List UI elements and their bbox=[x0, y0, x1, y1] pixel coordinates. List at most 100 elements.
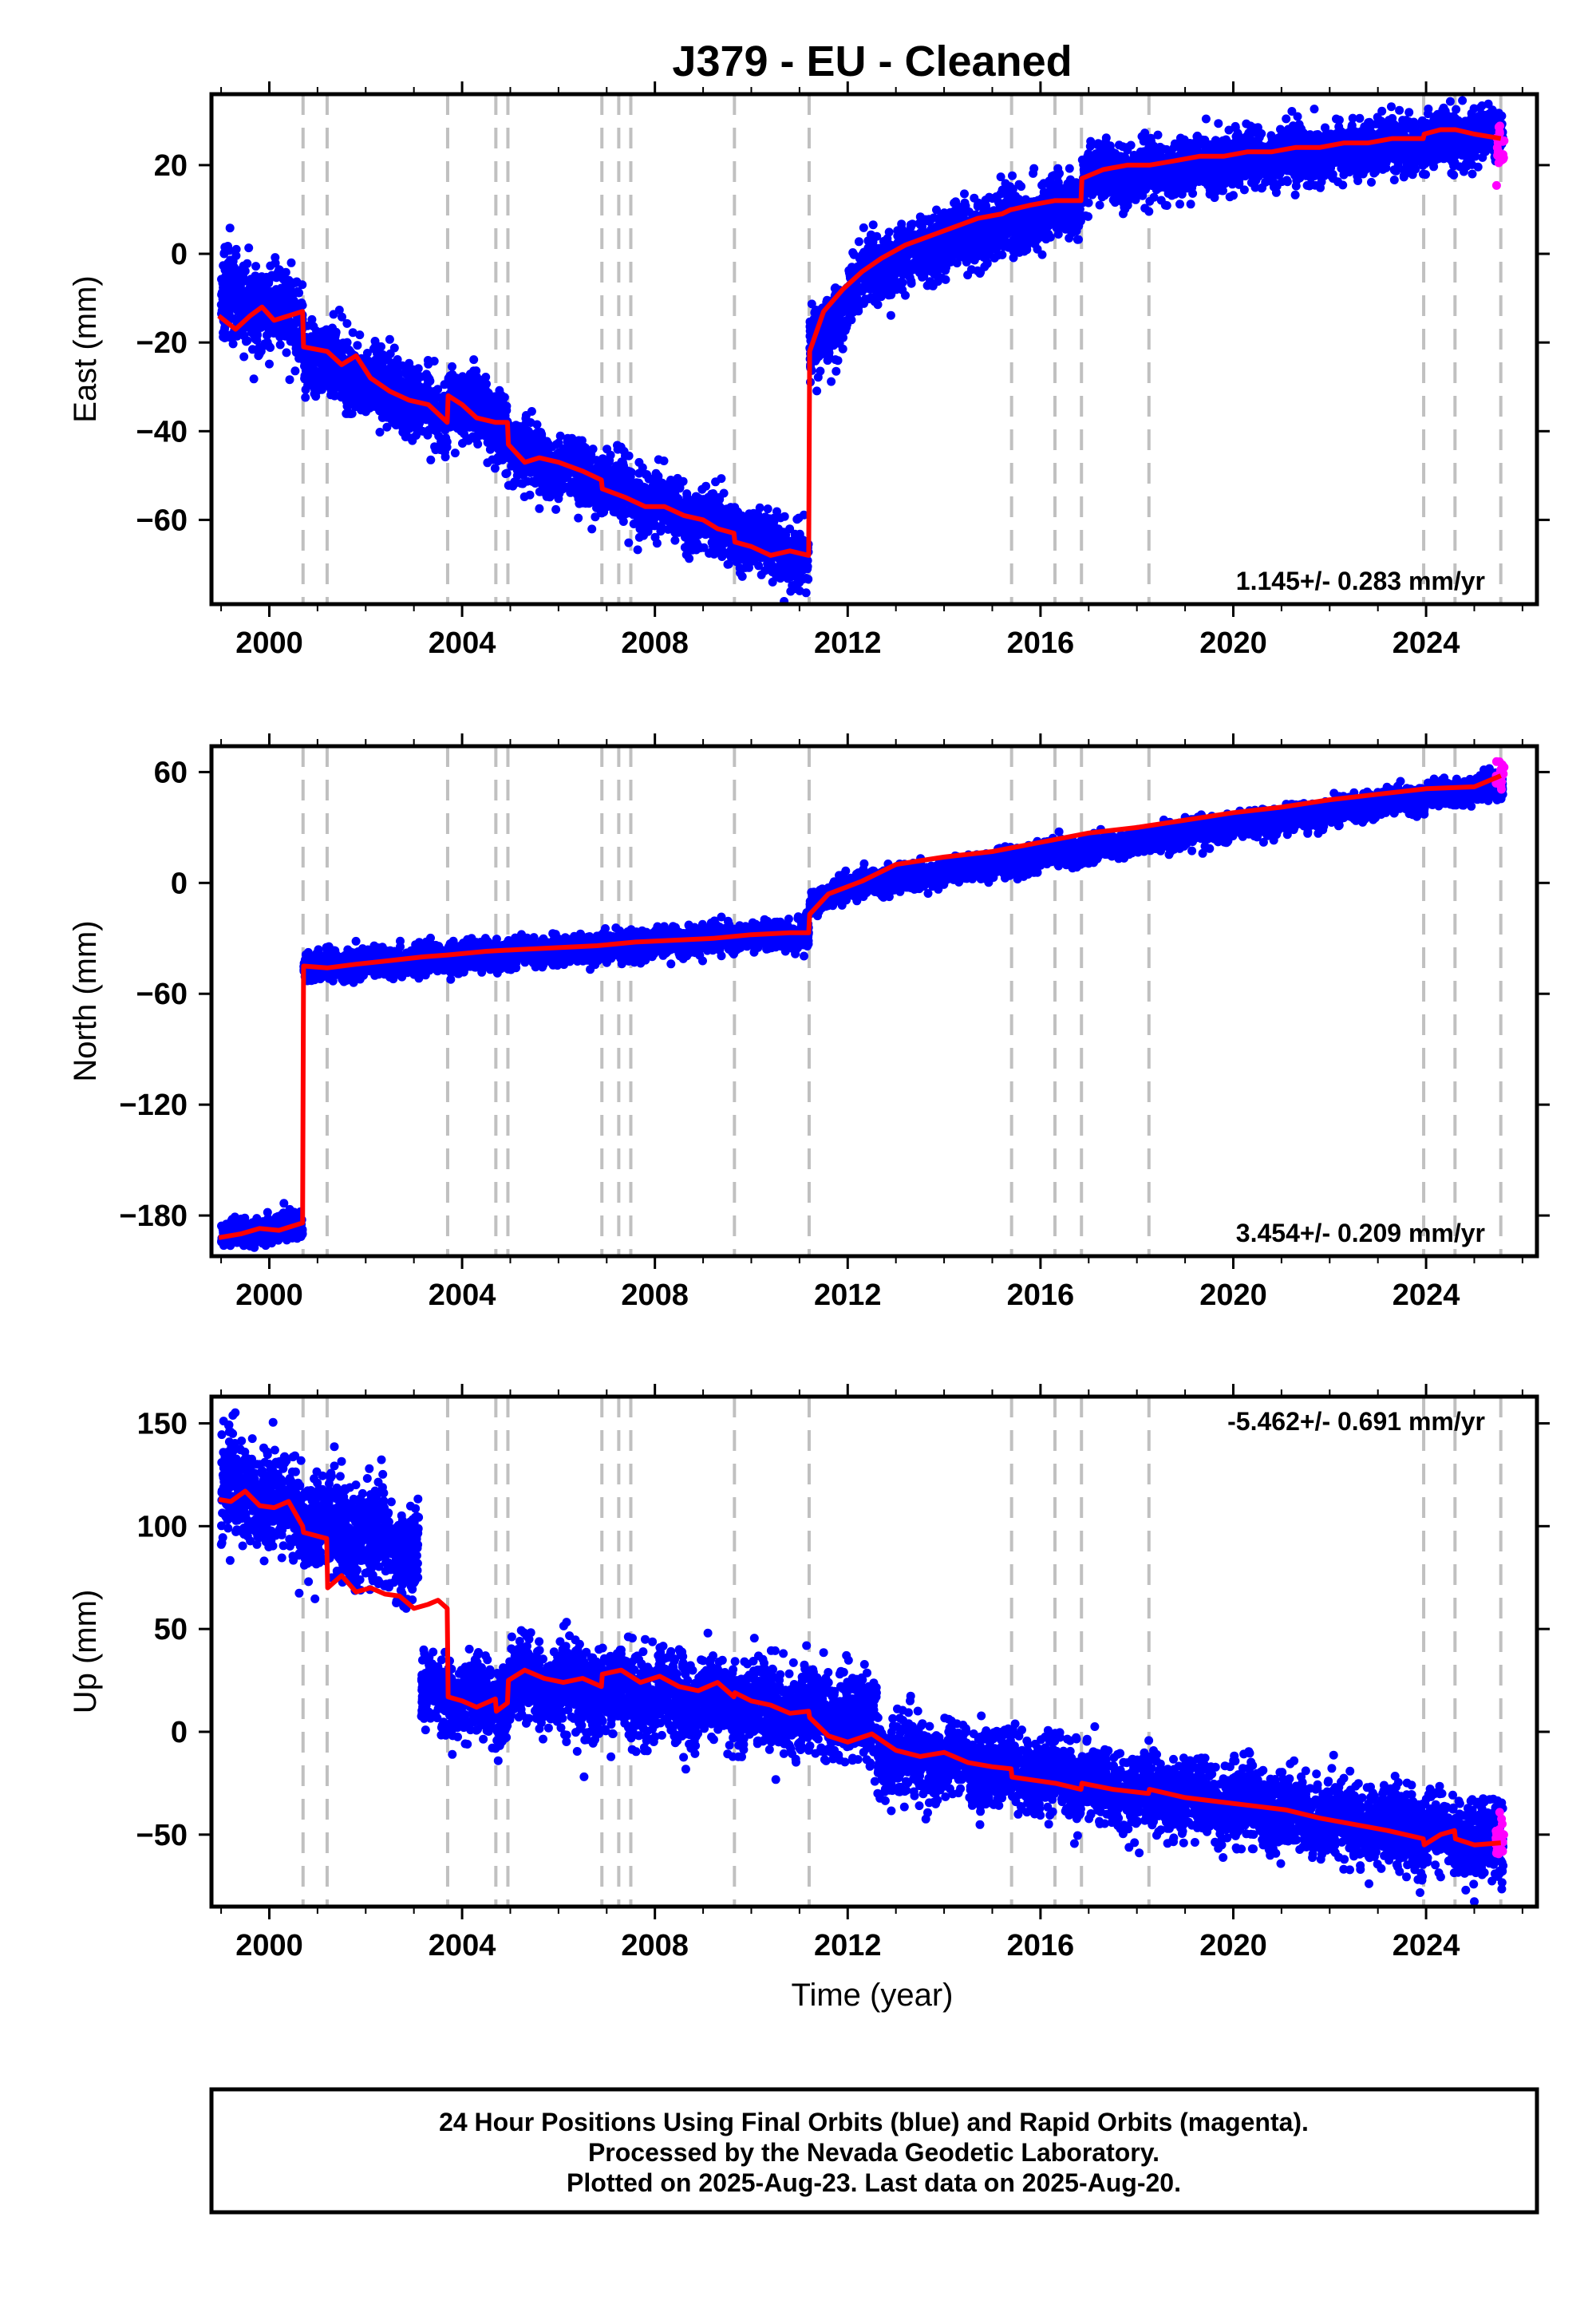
final-orbit-point bbox=[613, 441, 622, 451]
final-orbit-point bbox=[351, 367, 361, 376]
final-orbit-point bbox=[768, 567, 777, 577]
final-orbit-point bbox=[693, 527, 702, 536]
final-orbit-point bbox=[244, 243, 254, 253]
final-orbit-point bbox=[595, 504, 605, 514]
final-orbit-point bbox=[263, 330, 272, 340]
final-orbit-point bbox=[418, 389, 428, 398]
final-orbit-point bbox=[858, 284, 867, 294]
final-orbit-point bbox=[219, 325, 229, 334]
final-orbit-point bbox=[238, 328, 247, 338]
final-orbit-point bbox=[493, 453, 503, 462]
final-orbit-point bbox=[886, 310, 895, 320]
final-orbit-point bbox=[231, 268, 240, 278]
final-orbit-point bbox=[472, 372, 481, 381]
final-orbit-point bbox=[654, 455, 663, 464]
final-orbit-point bbox=[595, 492, 603, 501]
final-orbit-point bbox=[650, 476, 660, 486]
final-orbit-point bbox=[218, 294, 227, 304]
final-orbit-point bbox=[794, 513, 804, 523]
final-orbit-point bbox=[470, 389, 480, 398]
final-orbit-point bbox=[859, 247, 869, 257]
final-orbit-point bbox=[838, 344, 847, 354]
final-orbit-point bbox=[780, 512, 789, 521]
final-orbit-point bbox=[670, 536, 680, 545]
final-orbit-point bbox=[941, 275, 950, 284]
final-orbit-point bbox=[626, 507, 635, 516]
final-orbit-point bbox=[723, 549, 733, 559]
final-orbit-point bbox=[400, 401, 409, 411]
final-orbit-point bbox=[509, 436, 519, 445]
final-orbit-point bbox=[322, 325, 331, 334]
final-orbit-point bbox=[385, 334, 394, 344]
final-orbit-point bbox=[330, 383, 340, 393]
final-orbit-point bbox=[429, 425, 439, 435]
final-orbit-point bbox=[334, 306, 344, 314]
final-orbit-point bbox=[839, 296, 848, 306]
final-orbit-point bbox=[276, 306, 285, 315]
final-orbit-point bbox=[423, 430, 433, 440]
final-orbit-point bbox=[266, 261, 275, 271]
final-orbit-point bbox=[527, 438, 536, 448]
final-orbit-point bbox=[868, 220, 878, 230]
final-orbit-point bbox=[445, 422, 455, 432]
final-orbit-point bbox=[624, 538, 634, 547]
final-orbit-point bbox=[247, 291, 257, 301]
final-orbit-point bbox=[251, 262, 261, 271]
final-orbit-point bbox=[696, 543, 705, 553]
final-orbit-point bbox=[636, 512, 645, 521]
final-orbit-point bbox=[554, 438, 563, 448]
final-orbit-point bbox=[541, 445, 550, 455]
final-orbit-point bbox=[496, 390, 506, 400]
final-orbit-point bbox=[397, 414, 406, 424]
final-orbit-point bbox=[275, 265, 284, 275]
final-orbit-point bbox=[282, 281, 291, 290]
final-orbit-point bbox=[448, 362, 456, 371]
final-orbit-point bbox=[286, 258, 296, 267]
final-orbit-point bbox=[429, 416, 439, 425]
final-orbit-point bbox=[219, 332, 228, 342]
final-orbit-point bbox=[660, 484, 670, 493]
final-orbit-point bbox=[717, 474, 726, 484]
final-orbit-point bbox=[304, 353, 314, 362]
final-orbit-point bbox=[587, 524, 597, 534]
final-orbit-point bbox=[638, 463, 647, 472]
final-orbit-point bbox=[297, 298, 306, 307]
final-orbit-point bbox=[598, 454, 607, 464]
final-orbit-point bbox=[275, 340, 285, 350]
final-orbit-point bbox=[901, 290, 910, 300]
final-orbit-point bbox=[231, 244, 241, 254]
final-orbit-point bbox=[342, 338, 352, 347]
final-orbit-point bbox=[768, 577, 777, 587]
final-orbit-point bbox=[755, 503, 764, 512]
final-orbit-point bbox=[390, 373, 400, 382]
final-orbit-point bbox=[830, 310, 839, 318]
final-orbit-point bbox=[618, 458, 628, 468]
final-orbit-point bbox=[618, 517, 628, 526]
final-orbit-point bbox=[836, 325, 846, 334]
final-orbit-point bbox=[606, 450, 615, 460]
final-orbit-point bbox=[275, 298, 285, 308]
final-orbit-point bbox=[290, 366, 300, 376]
final-orbit-point bbox=[228, 290, 238, 300]
final-orbit-point bbox=[482, 379, 491, 389]
final-orbit-point bbox=[532, 428, 542, 437]
final-orbit-point bbox=[233, 306, 243, 316]
final-orbit-point bbox=[351, 399, 361, 408]
final-orbit-point bbox=[255, 314, 265, 323]
final-orbit-point bbox=[223, 242, 232, 251]
final-orbit-point bbox=[663, 494, 673, 504]
final-orbit-point bbox=[820, 334, 830, 344]
final-orbit-point bbox=[227, 333, 237, 342]
final-orbit-point bbox=[343, 409, 353, 418]
final-orbit-point bbox=[226, 279, 235, 288]
chart-title: J379 - EU - Cleaned bbox=[672, 38, 1072, 85]
final-orbit-point bbox=[545, 467, 555, 476]
final-orbit-point bbox=[239, 272, 248, 282]
final-orbit-point bbox=[440, 448, 449, 457]
final-orbit-point bbox=[730, 548, 740, 557]
final-orbit-point bbox=[832, 366, 841, 376]
final-orbit-point bbox=[375, 406, 385, 416]
final-orbit-point bbox=[732, 516, 741, 525]
final-orbit-point bbox=[502, 401, 512, 411]
